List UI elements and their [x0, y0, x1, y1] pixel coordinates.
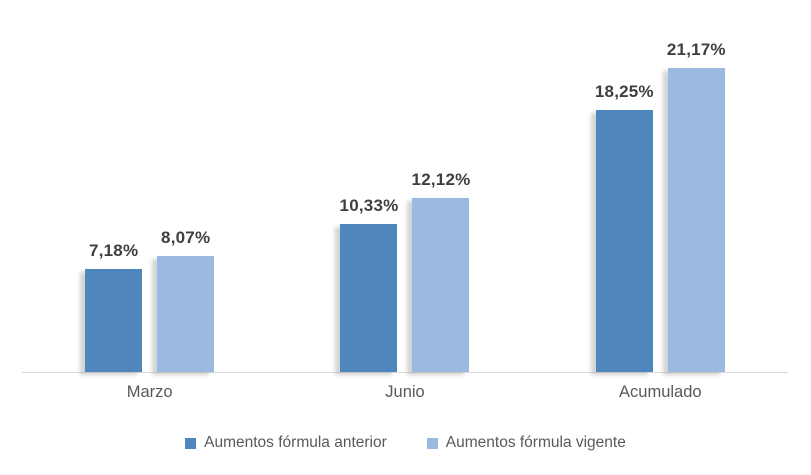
legend-label: Aumentos fórmula vigente [445, 434, 626, 451]
bar-series1-junio: 10,33% [340, 196, 398, 372]
category-label-junio: Junio [385, 383, 425, 401]
bar-group-marzo: 7,18% 8,07% [22, 32, 277, 372]
x-axis-category-row: Marzo Junio Acumulado [22, 383, 788, 402]
bar-group-junio: 10,33% 12,12% [277, 32, 532, 372]
bar-value-label: 21,17% [666, 40, 726, 59]
bar-series1-acumulado: 18,25% [595, 82, 654, 372]
bar-series1-marzo: 7,18% [85, 241, 143, 372]
bar-value-label: 18,25% [594, 82, 654, 101]
bar-value-label: 12,12% [411, 170, 471, 189]
category-label-marzo: Marzo [126, 383, 173, 401]
plot-area: 7,18% 8,07% 10,33% 12,12% 18,25% 21,17% [22, 32, 788, 373]
legend-item-series2: Aumentos fórmula vigente [426, 434, 626, 452]
bar-group-acumulado: 18,25% 21,17% [533, 32, 788, 372]
bar-series2-marzo: 8,07% [157, 228, 215, 372]
category-label-acumulado: Acumulado [619, 383, 702, 401]
legend-swatch-icon [185, 437, 197, 449]
legend-item-series1: Aumentos fórmula anterior [185, 434, 387, 452]
bar-value-label: 10,33% [339, 196, 399, 215]
bar-value-label: 8,07% [161, 228, 211, 247]
bar-series2-acumulado: 21,17% [667, 40, 726, 372]
bar-value-label: 7,18% [89, 241, 139, 260]
legend: Aumentos fórmula anterior Aumentos fórmul… [0, 434, 811, 452]
bar-series2-junio: 12,12% [412, 170, 470, 372]
legend-swatch-icon [426, 437, 438, 449]
legend-label: Aumentos fórmula anterior [204, 434, 387, 451]
